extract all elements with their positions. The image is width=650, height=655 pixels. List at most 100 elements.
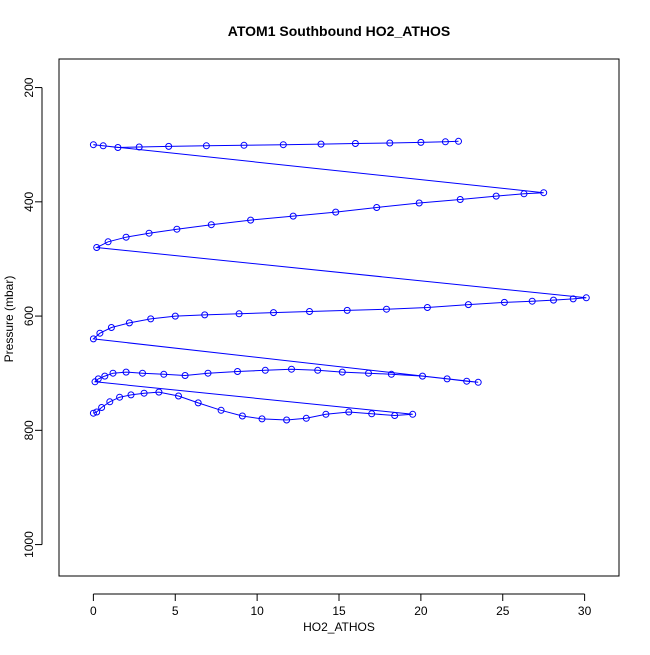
data-point (109, 369, 117, 377)
chart-title: ATOM1 Southbound HO2_ATHOS (228, 23, 450, 39)
data-point (288, 365, 295, 373)
data-point (204, 369, 212, 377)
data-point (314, 366, 322, 374)
data-point (528, 297, 536, 305)
data-point (234, 368, 241, 375)
data-point (122, 368, 130, 376)
data-point (343, 306, 351, 314)
data-point (332, 208, 340, 216)
data-point (455, 137, 462, 145)
x-axis: 0 5 10 15 20 25 30 (90, 593, 592, 618)
data-point (443, 375, 451, 383)
data-point (317, 140, 325, 148)
data-point (306, 308, 313, 315)
x-axis-label: HO2_ATHOS (303, 620, 375, 634)
data-point (116, 393, 124, 401)
data-point (338, 368, 346, 376)
data-point (415, 199, 423, 207)
y-tick-label: 200 (22, 77, 36, 97)
data-point (171, 312, 179, 320)
data-point (89, 335, 97, 343)
data-point (145, 229, 153, 237)
data-point (302, 414, 310, 422)
x-tick-label: 0 (90, 604, 97, 618)
data-point (373, 204, 381, 211)
data-point (106, 398, 114, 406)
data-point (540, 189, 548, 197)
data-point (173, 225, 181, 233)
data-point (365, 369, 372, 377)
data-point (261, 366, 269, 374)
data-point (464, 301, 472, 309)
series-line (92, 140, 587, 421)
y-tick-label: 800 (22, 420, 36, 440)
y-axis-label: Pressure (mbar) (2, 276, 16, 363)
data-point (93, 408, 101, 416)
data-layer (89, 137, 590, 424)
data-point (383, 305, 390, 313)
data-point (368, 410, 376, 418)
data-point (456, 196, 464, 203)
data-point (409, 410, 417, 418)
y-tick-label: 600 (22, 306, 36, 326)
data-point (270, 309, 277, 317)
y-tick-label: 1000 (22, 531, 36, 558)
data-point (98, 404, 106, 411)
y-axis: 200 400 600 800 1000 (22, 77, 43, 558)
data-point (147, 315, 155, 323)
x-tick-label: 15 (332, 604, 346, 618)
x-tick-label: 30 (578, 604, 592, 618)
data-point (258, 415, 266, 423)
data-point (207, 221, 215, 229)
data-point (283, 416, 291, 424)
x-tick-label: 25 (496, 604, 510, 618)
data-point (155, 388, 163, 396)
data-point (175, 392, 182, 400)
data-point (99, 142, 107, 150)
data-point (240, 141, 248, 149)
x-tick-label: 10 (250, 604, 264, 618)
data-point (520, 190, 528, 198)
data-point (93, 244, 101, 251)
data-point (101, 372, 109, 380)
data-point (94, 375, 102, 383)
y-tick-label: 400 (22, 191, 36, 211)
data-point (125, 319, 133, 327)
data-point (582, 294, 590, 302)
plot-frame (58, 58, 620, 577)
data-point (104, 238, 112, 246)
x-tick-label: 5 (172, 604, 179, 618)
data-point (441, 138, 449, 146)
data-point (107, 324, 115, 331)
data-point (345, 408, 353, 416)
data-point (140, 389, 148, 397)
x-tick-label: 20 (414, 604, 428, 618)
data-point (391, 412, 399, 419)
data-point (217, 406, 225, 414)
data-point (181, 372, 189, 379)
data-point (238, 412, 246, 420)
data-point (550, 296, 557, 304)
data-point (417, 138, 425, 146)
data-point (419, 372, 426, 380)
data-point (89, 409, 97, 417)
data-point (474, 378, 482, 386)
data-point (114, 144, 122, 151)
data-point (202, 142, 210, 150)
plot-area (58, 58, 620, 577)
data-point (235, 310, 243, 318)
data-point (569, 295, 577, 303)
data-point (160, 370, 168, 378)
data-point (127, 391, 135, 399)
data-point (96, 329, 104, 337)
data-point (89, 141, 97, 149)
data-point (135, 143, 143, 151)
data-point (279, 141, 287, 149)
data-point (423, 304, 431, 311)
data-point (165, 142, 173, 150)
data-point (387, 370, 395, 378)
data-point (247, 216, 255, 224)
data-point (289, 212, 297, 220)
data-point (322, 410, 330, 418)
